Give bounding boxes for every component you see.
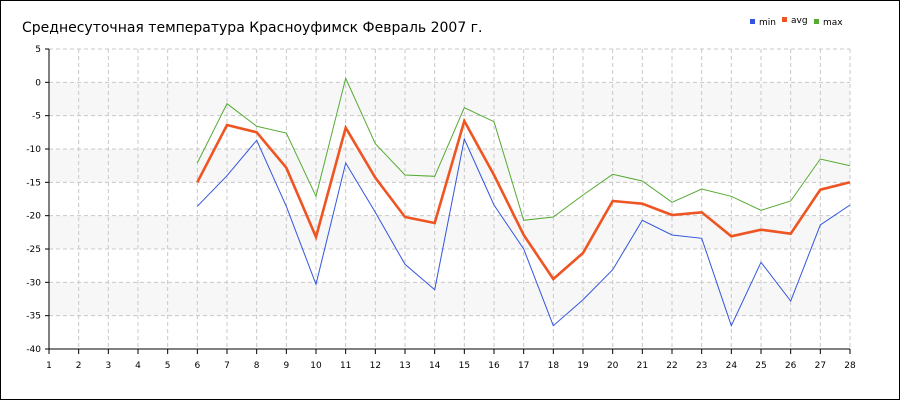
x-tick-label: 28	[844, 361, 856, 371]
x-tick-label: 21	[637, 361, 648, 371]
x-tick-label: 15	[459, 361, 470, 371]
y-tick-label: -10	[26, 145, 41, 155]
x-tick-label: 22	[666, 361, 677, 371]
x-tick-label: 7	[224, 361, 230, 371]
y-tick-label: -20	[26, 212, 41, 222]
legend-label-min: min	[759, 18, 776, 28]
series-line-avg	[196, 117, 851, 281]
x-tick-label: 25	[755, 361, 766, 371]
legend: min avg max	[750, 16, 843, 28]
x-tick-label: 18	[548, 361, 560, 371]
background-band	[49, 215, 850, 249]
y-tick-label: -25	[26, 245, 41, 255]
y-tick-labels: 5 0 -5 -10 -15 -20 -25 -30 -35 -40	[26, 45, 41, 355]
x-tick-label: 23	[696, 361, 707, 371]
x-tick-label: 3	[105, 361, 111, 371]
legend-label-max: max	[823, 18, 843, 28]
grid-lines	[49, 48, 851, 349]
x-tick-label: 19	[577, 361, 589, 371]
x-tick-label: 27	[815, 361, 826, 371]
background-band	[49, 82, 850, 116]
legend-label-avg: avg	[791, 16, 808, 26]
background-band	[49, 149, 850, 183]
y-tick-label: 5	[35, 45, 41, 55]
x-tick-label: 24	[726, 361, 738, 371]
legend-swatch-max	[814, 19, 819, 24]
x-tick-label: 26	[785, 361, 797, 371]
y-tick-label: -15	[26, 178, 41, 188]
x-tick-label: 17	[518, 361, 529, 371]
x-tick-label: 12	[370, 361, 381, 371]
x-tick-label: 2	[76, 361, 82, 371]
y-tick-label: 0	[35, 78, 41, 88]
chart-title: Среднесуточная температура Красноуфимск …	[22, 20, 482, 36]
x-tick-label: 9	[283, 361, 289, 371]
y-tick-label: -40	[26, 345, 41, 355]
x-tick-label: 4	[135, 361, 141, 371]
series-lines	[196, 76, 851, 328]
legend-swatch-min	[750, 19, 755, 24]
y-tick-label: -30	[26, 278, 41, 288]
y-tick-label: -5	[32, 112, 41, 122]
x-tick-label: 11	[340, 361, 351, 371]
background-band	[49, 282, 850, 316]
background-bands	[49, 82, 850, 316]
x-tick-labels: 1 2 3 4 5 6 7 8 9 10 11 12 13 14 15 16 17 18 19 20 21 22 23 24 2…	[46, 361, 856, 371]
x-tick-label: 8	[254, 361, 260, 371]
x-tick-label: 14	[429, 361, 441, 371]
legend-swatch-avg	[782, 17, 787, 22]
axes	[45, 48, 851, 354]
x-tick-label: 16	[488, 361, 500, 371]
x-tick-label: 5	[165, 361, 171, 371]
x-tick-label: 6	[194, 361, 200, 371]
x-tick-label: 10	[310, 361, 322, 371]
series-line-max	[196, 76, 851, 221]
x-tick-label: 20	[607, 361, 619, 371]
x-tick-label: 13	[399, 361, 410, 371]
x-tick-label: 1	[46, 361, 52, 371]
y-tick-label: -35	[26, 312, 41, 322]
series-line-min	[196, 137, 851, 328]
